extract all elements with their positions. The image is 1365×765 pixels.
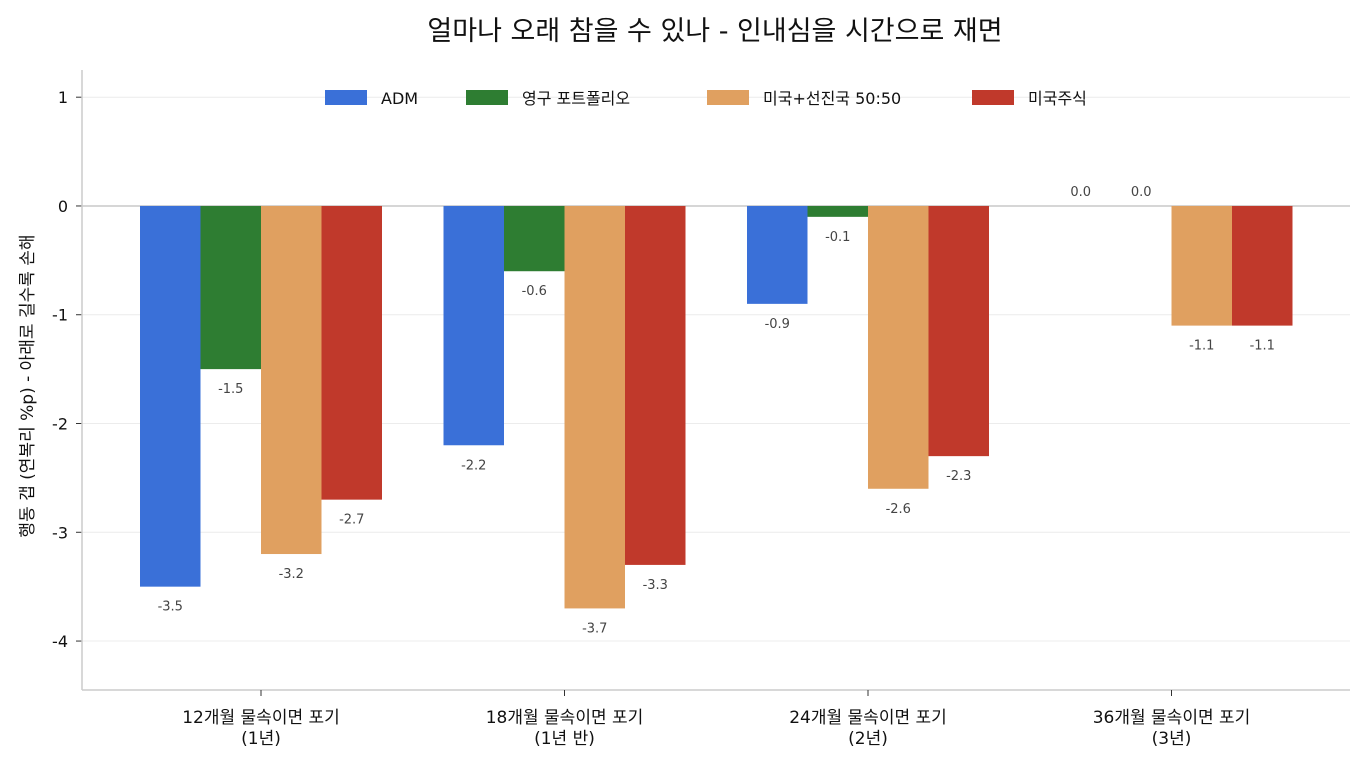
y-tick-label: -3 [52,523,68,542]
data-label: -2.7 [339,513,364,528]
x-tick-label: (1년 반) [534,729,595,749]
bars [140,205,1293,609]
legend-swatch [466,90,508,105]
y-tick-labels: 1 0 -1 -2 -3 -4 [52,88,68,651]
bar [140,205,201,587]
data-label: -1.1 [1250,339,1275,354]
legend-swatch [707,90,749,105]
bar [747,205,808,304]
bar [625,205,686,565]
x-tick-labels: 12개월 물속이면 포기(1년) 18개월 물속이면 포기(1년 반) 24개월 물… [182,708,1250,749]
axes [76,70,1350,696]
data-label: -3.5 [158,600,183,615]
x-tick-label: 18개월 물속이면 포기 [486,708,644,728]
data-label: -2.2 [461,458,486,473]
x-tick-label: 12개월 물속이면 포기 [182,708,340,728]
bar [1171,205,1232,326]
data-label: -0.9 [765,317,790,332]
data-label: 0.0 [1070,185,1091,200]
bar [443,205,504,446]
y-tick-label: 0 [58,197,68,216]
data-labels: -3.5 -1.5 -3.2 -2.7 -2.2 -0.6 -3.7 -3.3 -0.9 -0.1… [158,185,1275,636]
bar [807,205,868,217]
data-label: -3.2 [279,567,304,582]
data-label: -0.6 [522,284,547,299]
chart-title: 얼마나 오래 참을 수 있나 - 인내심을 시간으로 재면 [427,16,1002,47]
data-label: 0.0 [1131,185,1152,200]
x-tick-label: (2년) [848,729,888,749]
x-tick-label: (3년) [1152,729,1192,749]
bar [261,205,322,555]
x-tick-label: (1년) [241,729,281,749]
bar [504,205,565,272]
data-label: -2.6 [886,502,911,517]
legend-swatch [972,90,1014,105]
y-axis-label: 행동 갭 (연복리 %p) - 아래로 길수록 손해 [18,234,38,537]
y-tick-label: -1 [52,306,68,325]
y-tick-label: -4 [52,632,68,651]
data-label: -2.3 [946,469,971,484]
bar [868,205,929,489]
data-label: -3.3 [643,578,668,593]
legend: ADM 영구 포트폴리오 미국+선진국 50:50 미국주식 [325,89,1087,108]
legend-label: 미국+선진국 50:50 [763,89,901,108]
bar [564,205,625,609]
data-label: -1.1 [1189,339,1214,354]
y-tick-label: -2 [52,415,68,434]
x-tick-label: 24개월 물속이면 포기 [789,708,947,728]
bar [321,205,382,500]
bar [928,205,989,457]
x-tick-label: 36개월 물속이면 포기 [1093,708,1251,728]
data-label: -1.5 [218,382,243,397]
data-label: -3.7 [582,621,607,636]
y-tick-label: 1 [58,88,68,107]
data-label: -0.1 [825,230,850,245]
legend-label: ADM [381,89,418,108]
legend-label: 미국주식 [1028,89,1087,108]
bar [1232,205,1293,326]
legend-label: 영구 포트폴리오 [522,89,630,108]
bar [200,205,261,370]
legend-swatch [325,90,367,105]
